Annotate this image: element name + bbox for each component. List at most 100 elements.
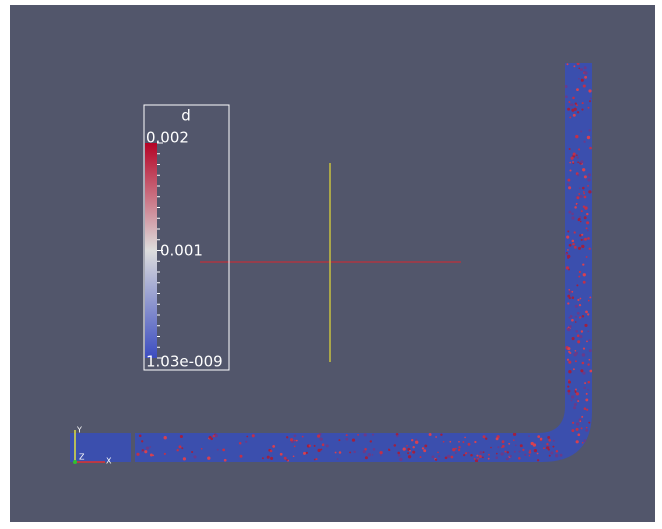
particle: [586, 213, 588, 215]
particle: [164, 436, 167, 439]
particle: [575, 330, 578, 333]
particle: [222, 449, 225, 452]
particle: [246, 436, 248, 438]
particle: [458, 446, 460, 448]
particle: [476, 455, 478, 457]
particle: [496, 437, 499, 440]
particle: [548, 439, 551, 442]
particle: [280, 453, 283, 456]
particle: [589, 359, 591, 361]
particle: [534, 449, 537, 452]
particle: [567, 347, 570, 350]
particle: [485, 437, 487, 439]
particle: [306, 452, 308, 454]
particle: [286, 459, 288, 461]
particle: [587, 136, 590, 139]
particle: [575, 389, 577, 391]
particle: [380, 455, 382, 457]
particle: [409, 450, 411, 452]
particle: [483, 451, 485, 453]
particle: [501, 452, 504, 455]
particle: [443, 441, 445, 443]
particle: [217, 449, 219, 451]
particle: [450, 456, 453, 459]
particle: [572, 243, 575, 246]
particle: [520, 444, 523, 447]
particle: [576, 154, 578, 156]
particle: [579, 187, 581, 189]
particle: [388, 449, 390, 451]
particle: [569, 297, 571, 299]
particle: [483, 435, 486, 438]
particle: [531, 442, 534, 445]
particle: [586, 409, 588, 411]
particle: [589, 147, 592, 150]
particle: [567, 108, 570, 111]
particle: [579, 420, 581, 422]
particle: [567, 183, 569, 185]
particle: [588, 129, 590, 131]
particle: [468, 452, 470, 454]
particle: [586, 393, 588, 395]
particle: [586, 256, 588, 258]
colorbar-label: 0.001: [160, 242, 203, 260]
particle: [587, 313, 589, 315]
particle: [479, 451, 482, 454]
particle: [583, 273, 586, 276]
particle: [588, 173, 591, 176]
particle: [578, 247, 581, 250]
particle: [567, 328, 570, 331]
particle: [588, 381, 591, 384]
particle: [422, 447, 424, 449]
particle: [588, 89, 591, 92]
particle: [509, 455, 512, 458]
particle: [567, 359, 569, 361]
particle: [372, 454, 374, 456]
particle: [575, 360, 577, 362]
particle: [477, 458, 479, 460]
particle: [207, 457, 210, 460]
particle: [568, 101, 570, 103]
particle: [577, 340, 580, 343]
particle: [581, 210, 583, 212]
particle: [270, 457, 273, 460]
particle: [524, 454, 526, 456]
particle: [547, 436, 550, 439]
particle: [572, 161, 574, 163]
particle: [579, 316, 581, 318]
particle: [583, 387, 586, 390]
particle: [567, 385, 569, 387]
particle: [568, 393, 570, 395]
particle: [518, 457, 521, 460]
particle: [581, 416, 583, 418]
particle: [555, 454, 558, 457]
particle: [576, 88, 579, 91]
particle: [556, 450, 559, 453]
particle: [284, 457, 287, 460]
particle: [573, 152, 576, 155]
particle: [294, 440, 296, 442]
particle: [565, 253, 567, 255]
particle: [463, 454, 465, 456]
particle: [435, 459, 437, 461]
particle: [577, 299, 579, 301]
particle: [581, 245, 584, 248]
particle: [577, 400, 579, 402]
particle: [584, 407, 587, 410]
particle: [294, 446, 296, 448]
particle: [571, 216, 574, 219]
particle: [309, 445, 311, 447]
particle: [584, 66, 587, 69]
particle: [578, 193, 580, 195]
particle: [578, 78, 580, 80]
particle: [586, 221, 589, 224]
particle: [508, 443, 510, 445]
particle: [588, 190, 591, 193]
particle: [586, 341, 588, 343]
particle: [572, 240, 575, 243]
particle: [567, 302, 569, 304]
particle: [286, 436, 288, 438]
particle: [574, 206, 577, 209]
particle: [412, 451, 415, 454]
particle: [584, 216, 587, 219]
